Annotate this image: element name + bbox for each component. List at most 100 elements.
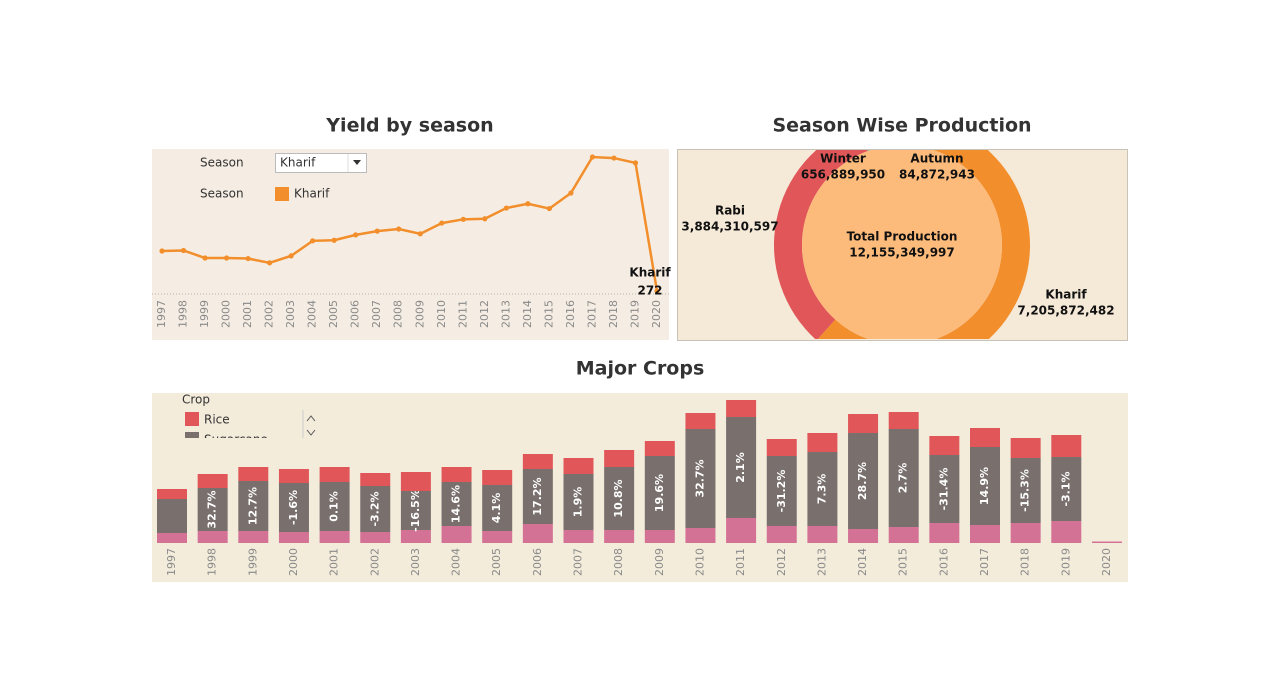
x-tick-label: 2017	[978, 548, 991, 576]
point	[331, 237, 337, 243]
legend-swatch	[185, 412, 199, 426]
bar-segment	[766, 526, 797, 543]
bar-segment	[1010, 523, 1041, 543]
bar-segment	[278, 469, 309, 483]
bar-panel	[152, 393, 1128, 582]
point	[482, 216, 488, 222]
point	[288, 253, 294, 259]
scroll-down[interactable]	[306, 429, 316, 436]
change-label: 2.1%	[734, 452, 747, 483]
x-tick-label: 2018	[607, 300, 620, 328]
x-tick-label: 2005	[327, 300, 340, 328]
x-tick-label: 2018	[1019, 548, 1032, 576]
change-label: 10.8%	[612, 479, 625, 517]
x-tick-label: 2011	[734, 548, 747, 576]
change-label: -16.5%	[409, 489, 422, 532]
bar-segment	[563, 458, 594, 474]
bar-segment	[482, 531, 513, 543]
x-tick-label: 2015	[897, 548, 910, 576]
donut-slice	[867, 150, 871, 152]
x-tick-label: 1998	[206, 548, 219, 576]
filter-value: Kharif	[280, 156, 316, 170]
slice-value: 656,889,950	[801, 168, 885, 182]
slice-value: 3,884,310,597	[681, 220, 778, 234]
bar-segment	[157, 489, 187, 499]
center-value: 12,155,349,997	[849, 246, 955, 260]
x-tick-label: 2000	[287, 548, 300, 576]
donut-center	[802, 150, 1002, 339]
bar-segment	[441, 467, 472, 482]
x-tick-label: 2001	[328, 548, 341, 576]
point	[460, 216, 466, 222]
bar-segment	[319, 482, 350, 531]
filter-dropdown[interactable]	[275, 153, 367, 173]
point	[525, 201, 531, 207]
x-tick-label: 2019	[628, 300, 641, 328]
x-tick-label: 2017	[585, 300, 598, 328]
bar-segment	[522, 469, 553, 524]
bar-segment	[278, 532, 309, 543]
x-tick-label: 2008	[612, 548, 625, 576]
change-label: 2.7%	[897, 463, 910, 494]
x-tick-label: 2002	[368, 548, 381, 576]
bar-segment	[482, 485, 513, 531]
x-tick-label: 2003	[409, 548, 422, 576]
change-label: 14.6%	[450, 485, 463, 523]
bar-segment	[1051, 521, 1082, 543]
x-tick-label: 1997	[155, 300, 168, 328]
point	[632, 160, 639, 166]
point	[439, 220, 445, 226]
bar-segment	[848, 529, 879, 543]
point	[159, 248, 165, 254]
bar-segment	[441, 482, 472, 526]
bar-segment	[685, 429, 716, 528]
bar-segment	[319, 531, 350, 543]
x-tick-label: 2006	[349, 300, 362, 328]
legend-swatch	[185, 432, 199, 438]
point	[654, 288, 660, 294]
bar-segment	[766, 456, 797, 526]
point	[180, 247, 187, 254]
dropdown-arrow[interactable]	[353, 160, 361, 165]
bar-segment	[360, 532, 391, 543]
bar-segment	[604, 450, 635, 467]
legend-label: Kharif	[294, 187, 330, 201]
x-tick-label: 2013	[815, 548, 828, 576]
bar-segment	[807, 452, 838, 526]
center-label: Total Production	[847, 230, 958, 244]
bar-segment	[319, 467, 350, 482]
bar-segment	[888, 429, 919, 527]
bar-segment	[929, 455, 960, 523]
bar-segment	[360, 473, 391, 486]
bar-segment	[238, 481, 269, 531]
line-panel	[152, 149, 669, 340]
point	[396, 226, 402, 232]
point	[374, 228, 380, 234]
point	[546, 205, 552, 212]
change-label: 7.3%	[815, 474, 828, 505]
bar-segment	[807, 526, 838, 543]
bar-segment	[197, 474, 228, 488]
bar-segment	[726, 400, 757, 417]
chart-title: Major Crops	[576, 358, 705, 380]
x-tick-label: 2007	[370, 300, 383, 328]
bar-segment	[1010, 438, 1041, 458]
x-tick-label: 2001	[241, 300, 254, 328]
bar-segment	[278, 483, 309, 532]
x-tick-label: 2005	[490, 548, 503, 576]
legend-title: Season	[200, 187, 244, 201]
bar-segment	[807, 433, 838, 452]
bar-segment	[1051, 457, 1082, 521]
bar-segment	[157, 499, 187, 533]
chart-title: Yield by season	[325, 115, 493, 137]
bar-segment	[563, 474, 594, 530]
x-tick-label: 2012	[478, 300, 491, 328]
bar-segment	[766, 439, 797, 456]
x-tick-label: 2019	[1059, 548, 1072, 576]
change-label: -31.4%	[937, 468, 950, 511]
x-tick-label: 2009	[413, 300, 426, 328]
scroll-up[interactable]	[306, 415, 316, 422]
slice-label: Winter	[820, 152, 866, 166]
x-tick-label: 2002	[263, 300, 276, 328]
